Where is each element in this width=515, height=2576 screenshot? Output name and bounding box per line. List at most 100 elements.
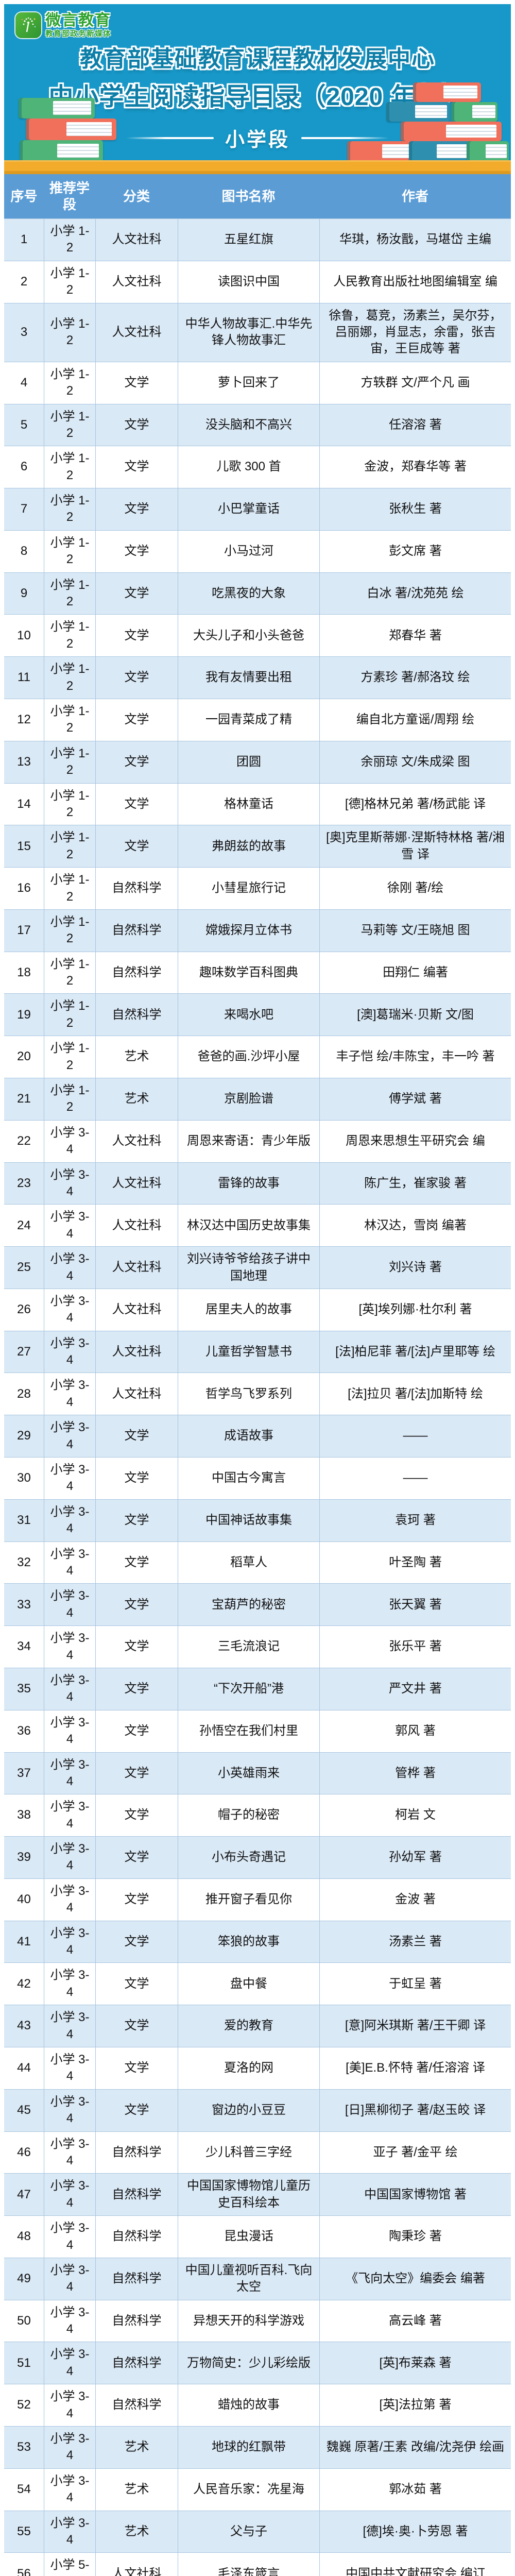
cell-grade: 小学 3-4 <box>44 1921 95 1963</box>
poster-panel: 微言教育 教育部政务新媒体 教育部基础教育课程教材发展中心 中小学生阅读指导目录… <box>4 4 511 2576</box>
cell-category: 文学 <box>95 825 178 868</box>
cell-title: 父与子 <box>178 2511 319 2553</box>
cell-title: 趣味数学百科图典 <box>178 952 319 994</box>
cell-no: 16 <box>17 881 31 895</box>
cell-grade: 小学 3-4 <box>44 2427 95 2468</box>
cell-grade: 小学 1-2 <box>44 952 95 994</box>
cell-category: 文学 <box>95 1541 178 1584</box>
cell-grade: 小学 3-4 <box>44 1963 95 2005</box>
table-row: 31 小学 3-4 文学 中国神话故事集 袁珂 著 <box>4 1499 511 1541</box>
cell-author: 张秋生 著 <box>319 488 511 530</box>
cell-no: 3 <box>20 325 28 339</box>
table-row: 21 小学 1-2 艺术 京剧脸谱 傅学斌 著 <box>4 1078 511 1120</box>
cell-author: 金波 著 <box>319 1878 511 1921</box>
cell-title: 小布头奇遇记 <box>178 1837 319 1878</box>
cell-no: 43 <box>17 2019 31 2033</box>
cell-no: 25 <box>17 1260 31 1275</box>
cell-title: 毛泽东箴言 <box>178 2553 319 2576</box>
table-row: 27 小学 3-4 人文社科 儿童哲学智慧书 [法]柏尼菲 著/[法]卢里耶等 绘 <box>4 1330 511 1373</box>
cell-grade: 小学 1-2 <box>44 404 95 446</box>
cell-title: 林汉达中国历史故事集 <box>178 1205 319 1247</box>
cell-category: 文学 <box>95 1499 178 1541</box>
table-row: 25 小学 3-4 人文社科 刘兴诗爷爷给孩子讲中国地理 刘兴诗 著 <box>4 1246 511 1289</box>
cell-no: 40 <box>17 1892 31 1907</box>
cell-no: 44 <box>17 2061 31 2075</box>
cell-no: 53 <box>17 2440 31 2454</box>
cell-category: 人文社科 <box>95 1331 178 1373</box>
cell-category: 人文社科 <box>95 1373 178 1415</box>
cell-no: 20 <box>17 1049 31 1064</box>
cell-grade: 小学 1-2 <box>44 488 95 530</box>
cell-grade: 小学 3-4 <box>44 1289 95 1331</box>
table-body: 1 小学 1-2 人文社科 五星红旗 华琪，杨汝戬，马堪岱 主编 2 小学 1-2 人文社科读… <box>4 218 511 2576</box>
cell-no: 39 <box>17 1850 31 1865</box>
cell-author: 柯岩 文 <box>319 1794 511 1837</box>
table-row: 32 小学 3-4 文学 稻草人 叶圣陶 著 <box>4 1541 511 1584</box>
cell-category: 自然科学 <box>95 2216 178 2258</box>
cell-no: 14 <box>17 796 31 811</box>
cell-category: 人文社科 <box>95 1247 178 1289</box>
cell-no: 2 <box>20 274 28 289</box>
cell-no: 27 <box>17 1344 31 1359</box>
cell-grade: 小学 3-4 <box>44 1878 95 1921</box>
cell-grade: 小学 3-4 <box>44 2300 95 2342</box>
cell-title: 吃黑夜的大象 <box>178 572 319 615</box>
dandelion-logo-icon <box>15 12 41 38</box>
cell-category: 文学 <box>95 1921 178 1963</box>
cell-title: 三毛流浪记 <box>178 1626 319 1668</box>
cell-grade: 小学 3-4 <box>44 1373 95 1415</box>
table-row: 3 小学 1-2 人文社科 中华人物故事汇.中华先锋人物故事汇 徐鲁，葛竞，汤素兰，吴尔… <box>4 302 511 362</box>
cell-author: 徐鲁，葛竞，汤素兰，吴尔芬，吕丽娜，肖显志，余雷，张吉宙，王巨成等 著 <box>319 303 511 362</box>
cell-no: 50 <box>17 2313 31 2328</box>
table-row: 41 小学 3-4 文学 笨狼的故事 汤素兰 著 <box>4 1920 511 1963</box>
cell-category: 艺术 <box>95 1036 178 1078</box>
table-row: 35 小学 3-4 文学 “下次开船”港 严文井 著 <box>4 1667 511 1710</box>
cell-author: 华琪，杨汝戬，马堪岱 主编 <box>319 219 511 261</box>
cell-grade: 小学 1-2 <box>44 909 95 952</box>
cell-category: 艺术 <box>95 2468 178 2511</box>
cell-category: 文学 <box>95 488 178 530</box>
cell-author: 汤素兰 著 <box>319 1921 511 1963</box>
cell-title: 窗边的小豆豆 <box>178 2089 319 2131</box>
cell-category: 人文社科 <box>95 1289 178 1331</box>
table-row: 42 小学 3-4 文学 盘中餐 于虹呈 著 <box>4 1962 511 2005</box>
table-row: 56 小学 5-6人文社科毛泽东箴言中国中共文献研究会 编订 <box>4 2552 511 2576</box>
table-row: 49 小学 3-4 自然科学 中国儿童视听百科.飞向太空 《飞向太空》编委会 编著 <box>4 2257 511 2300</box>
section-divider-left <box>126 137 214 139</box>
cell-grade: 小学 3-4 <box>44 1541 95 1584</box>
cell-no: 9 <box>20 586 28 600</box>
cell-title: 少儿科普三字经 <box>178 2131 319 2174</box>
cell-grade: 小学 1-2 <box>44 741 95 783</box>
cell-grade: 小学 3-4 <box>44 1752 95 1794</box>
table-row: 7 小学 1-2 文学 小巴掌童话 张秋生 著 <box>4 488 511 530</box>
cell-author: 郭冰茹 著 <box>319 2468 511 2511</box>
book-illustration <box>451 102 497 122</box>
cell-title: 中国儿童视听百科.飞向太空 <box>178 2258 319 2300</box>
cell-title: 地球的红飘带 <box>178 2427 319 2468</box>
cell-author: 陶秉珍 著 <box>319 2216 511 2258</box>
cell-no: 5 <box>20 417 28 432</box>
cell-title: “下次开船”港 <box>178 1668 319 1710</box>
book-illustration <box>401 122 502 141</box>
cell-title: 蜡烛的故事 <box>178 2384 319 2427</box>
cell-title: 成语故事 <box>178 1415 319 1458</box>
book-illustration <box>19 98 95 118</box>
cell-author: [英]布莱森 著 <box>319 2342 511 2384</box>
cell-category: 文学 <box>95 615 178 657</box>
cell-category: 自然科学 <box>95 2131 178 2174</box>
table-row: 14 小学 1-2 文学 格林童话 [德]格林兄弟 著/杨武能 译 <box>4 783 511 825</box>
cell-grade: 小学 3-4 <box>44 1710 95 1752</box>
cell-title: 中华人物故事汇.中华先锋人物故事汇 <box>178 303 319 362</box>
logo-subtitle: 教育部政务新媒体 <box>45 29 112 38</box>
table-row: 29 小学 3-4 文学 成语故事 —— <box>4 1415 511 1458</box>
cell-category: 自然科学 <box>95 2174 178 2216</box>
cell-category: 文学 <box>95 1752 178 1794</box>
cell-no: 6 <box>20 460 28 474</box>
cell-author: 《飞向太空》编委会 编著 <box>319 2258 511 2300</box>
cell-category: 艺术 <box>95 2511 178 2553</box>
cell-author: 郑春华 著 <box>319 615 511 657</box>
cell-grade: 小学 3-4 <box>44 2511 95 2553</box>
cell-grade: 小学 1-2 <box>44 303 95 362</box>
cell-category: 文学 <box>95 1415 178 1458</box>
column-header-title: 图书名称 <box>221 188 276 204</box>
